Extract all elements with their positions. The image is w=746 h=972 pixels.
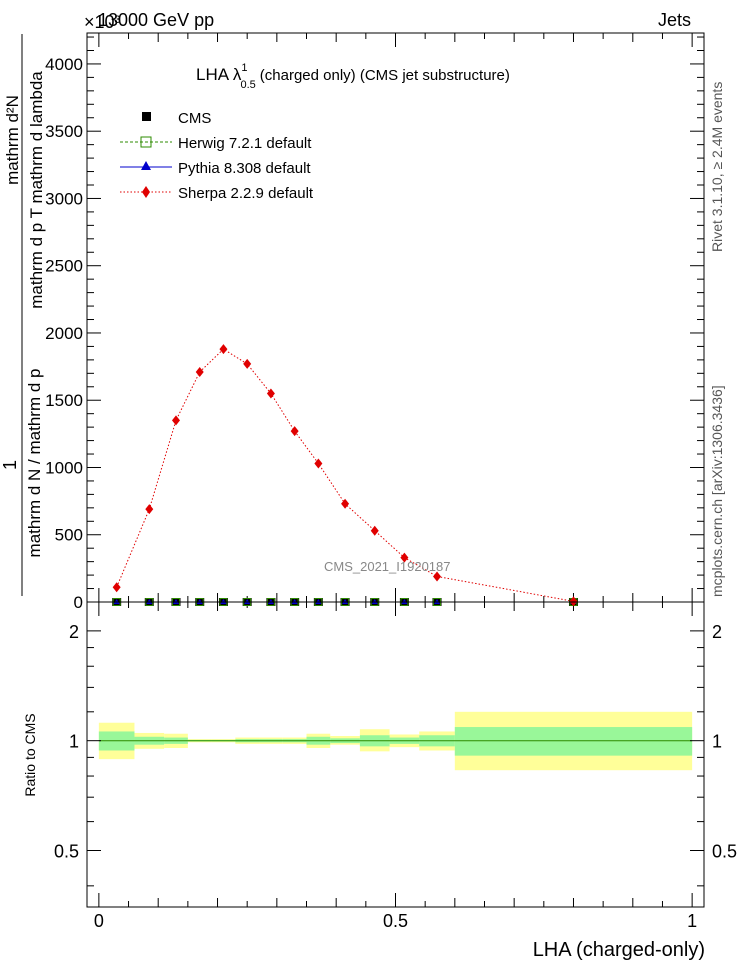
title-main: LHA λ (196, 65, 242, 84)
sherpa-data-point (314, 458, 323, 469)
main-y-tick-label: 2000 (45, 324, 83, 343)
ylabel-one: 1 (0, 460, 20, 470)
ratio-y-tick-label-right: 2 (712, 622, 722, 642)
sherpa-data-point (243, 358, 252, 369)
ratio-y-tick-label-right: 0.5 (712, 841, 737, 861)
legend-label-pythia: Pythia 8.308 default (178, 160, 311, 177)
sherpa-series-line (116, 348, 574, 602)
main-y-tick-label: 1500 (45, 391, 83, 410)
legend-label-sherpa: Sherpa 2.2.9 default (178, 185, 314, 202)
main-y-tick-label: 500 (55, 526, 83, 545)
sherpa-data-point (400, 552, 409, 563)
main-y-ticks: 0 500 1000 1500 2000 2500 3000 3500 4000 (45, 36, 704, 612)
legend-marker-sherpa (142, 186, 150, 198)
data-markers (98, 344, 693, 607)
legend-label-cms: CMS (178, 110, 211, 127)
legend-label-herwig: Herwig 7.2.1 default (178, 135, 312, 152)
sherpa-data-point (195, 366, 204, 377)
legend: CMS Herwig 7.2.1 default Pythia 8.308 de… (120, 110, 314, 202)
ratio-y-tick-label: 0.5 (54, 841, 79, 861)
sherpa-data-point (341, 498, 350, 509)
title-rest: (charged only) (CMS jet substructure) (260, 67, 510, 84)
legend-marker-herwig (140, 136, 152, 148)
process-label: Jets (658, 10, 691, 30)
legend-marker-pythia (141, 161, 151, 170)
rivet-label: Rivet 3.1.10, ≥ 2.4M events (709, 82, 725, 252)
main-y-tick-label: 3000 (45, 189, 83, 208)
sherpa-data-point (171, 415, 180, 426)
ratio-band-inner (454, 727, 693, 756)
sherpa-data-point (112, 582, 121, 593)
main-y-axis-label: 1 mathrm d²N mathrm d p T mathrm d lambd… (0, 34, 46, 596)
ylabel-part-a: mathrm d N / mathrm d p (25, 369, 44, 558)
analysis-watermark: CMS_2021_I1920187 (324, 559, 451, 574)
ratio-y-tick-label-right: 1 (712, 732, 722, 752)
sherpa-data-point (433, 571, 442, 582)
x-tick-label: 0 (94, 911, 104, 931)
exponent-label: ×10³ (84, 12, 121, 32)
main-y-tick-label: 0 (74, 593, 83, 612)
sherpa-data-point (219, 344, 228, 355)
sherpa-data-point (290, 426, 299, 437)
sherpa-data-point (569, 596, 578, 607)
collision-label: 13000 GeV pp (98, 10, 214, 30)
ratio-y-ticks: 0.5 0.5 1 1 2 2 (54, 622, 737, 887)
ylabel-part-b: mathrm d²N (3, 95, 22, 185)
mcplots-label: mcplots.cern.ch [arXiv:1306.3436] (709, 385, 725, 597)
sherpa-data-point (266, 388, 275, 399)
legend-marker-cms (142, 112, 151, 121)
main-y-tick-label: 2500 (45, 257, 83, 276)
sherpa-data-point (145, 504, 154, 515)
sherpa-data-point (370, 525, 379, 536)
ratio-y-axis-label: Ratio to CMS (22, 713, 38, 796)
plot-title: LHA λ1 0.5 (charged only) (CMS jet substru… (196, 62, 510, 91)
title-sub: 0.5 (240, 79, 255, 91)
ylabel-part-c: mathrm d p T mathrm d lambda (27, 71, 46, 309)
x-tick-label: 1 (687, 911, 697, 931)
x-ticks: 0 0.5 1 (94, 33, 697, 931)
ratio-y-tick-label: 1 (69, 732, 79, 752)
x-axis-label: LHA (charged-only) (533, 939, 705, 961)
title-sup: 1 (241, 62, 247, 74)
main-y-tick-label: 4000 (45, 55, 83, 74)
main-y-tick-label: 3500 (45, 122, 83, 141)
ratio-y-tick-label: 2 (69, 622, 79, 642)
x-tick-label: 0.5 (383, 911, 408, 931)
main-y-tick-label: 1000 (45, 458, 83, 477)
